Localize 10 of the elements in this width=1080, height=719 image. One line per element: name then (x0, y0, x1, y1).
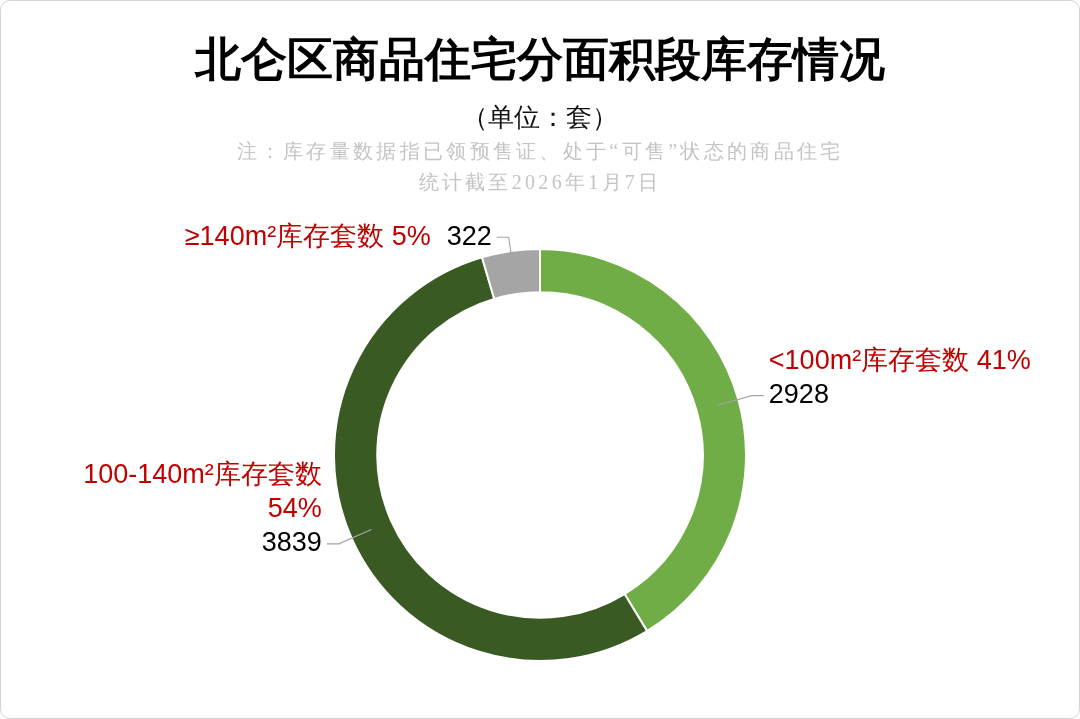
slice-label: <100m²库存套数 41% (768, 345, 1031, 376)
slice-label: 100-140m²库存套数 54% (83, 459, 322, 524)
data-label: 322 (446, 220, 492, 251)
text: 注：库存量数据指已领预售证、处于“可售”状态的商品住宅 (235, 139, 845, 164)
data-label: 2928 (768, 379, 829, 410)
text: 统计截至2026年1月7日 (417, 170, 663, 195)
slice-label: ≥140m²库存套数 5% (184, 220, 431, 251)
data-label: 3839 (261, 527, 322, 558)
chart-title: 北仑区商品住宅分面积段库存情况 (193, 31, 886, 87)
chart-subtitle: （单位：套） (461, 102, 619, 134)
